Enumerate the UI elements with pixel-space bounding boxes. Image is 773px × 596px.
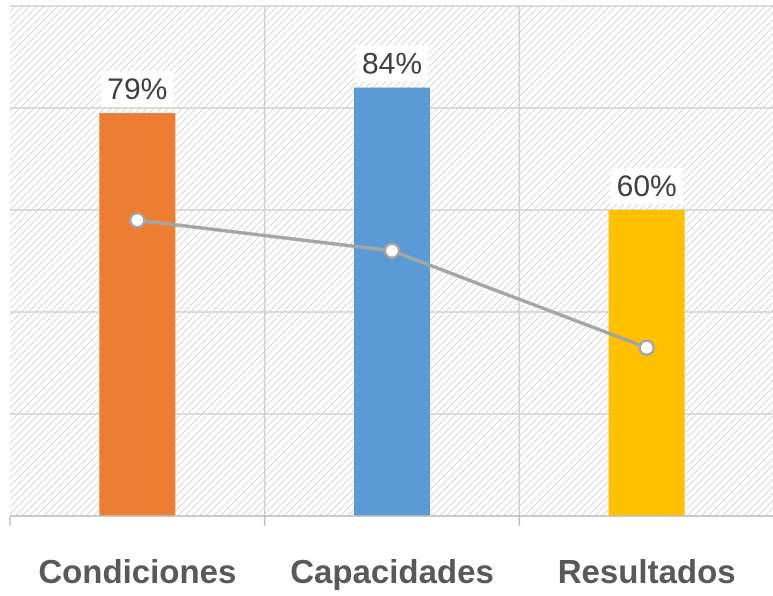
line-point	[638, 339, 655, 356]
category-label: Capacidades	[290, 553, 494, 590]
data-label: 79%	[107, 73, 167, 106]
data-label-background	[610, 168, 683, 204]
bars	[99, 87, 685, 516]
bar-capacidades	[354, 87, 430, 516]
data-label-background	[101, 71, 174, 108]
category-label: Resultados	[558, 553, 736, 590]
line-point	[383, 242, 401, 260]
data-label-background	[356, 45, 428, 82]
data-label: 84%	[362, 48, 422, 81]
category-labels: Condiciones Capacidades Resultados	[38, 553, 735, 590]
data-label: 60%	[617, 170, 677, 203]
x-axis	[9, 515, 773, 526]
trend-line	[129, 211, 655, 356]
data-labels: 79% 84% 60%	[101, 45, 683, 204]
bar-condiciones	[99, 113, 176, 516]
line-point	[129, 211, 146, 229]
bar-resultados	[608, 210, 685, 516]
category-label: Condiciones	[38, 553, 236, 590]
